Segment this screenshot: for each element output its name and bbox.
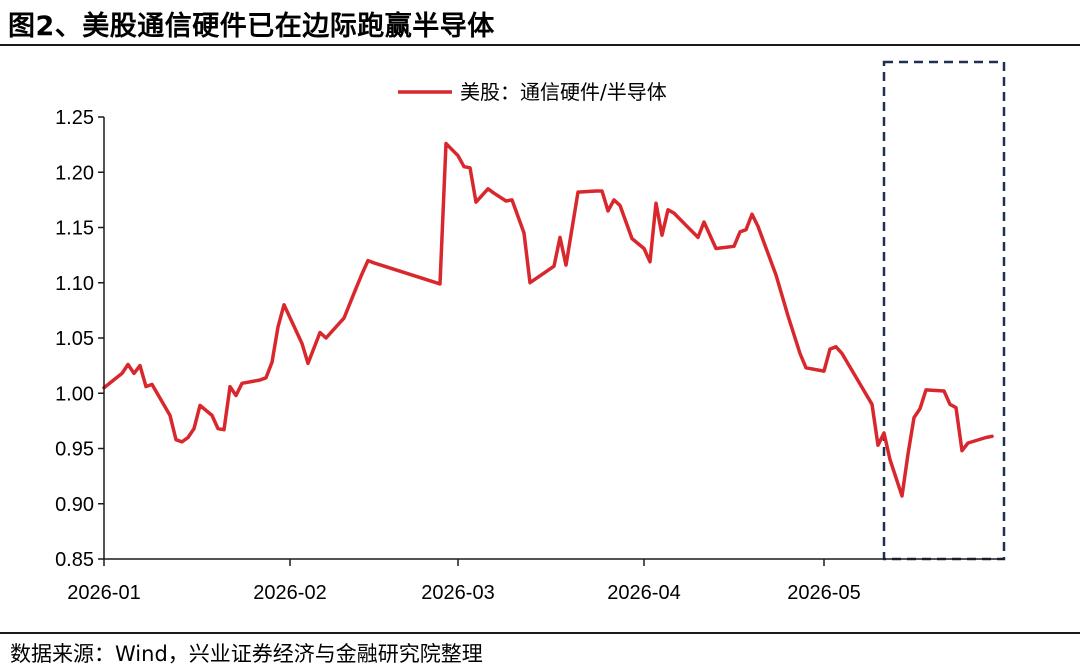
legend-label: 美股：通信硬件/半导体 — [460, 80, 667, 104]
x-tick-label: 2026-05 — [787, 582, 860, 604]
source-divider — [0, 632, 1080, 634]
x-tick-label: 2026-02 — [253, 582, 326, 604]
x-tick-label: 2026-04 — [607, 582, 680, 604]
y-tick-label: 1.25 — [55, 107, 94, 129]
y-tick-label: 1.15 — [55, 218, 94, 240]
source-note: 数据来源：Wind，兴业证券经济与金融研究院整理 — [10, 642, 483, 666]
x-tick-label: 2026-03 — [421, 582, 494, 604]
y-tick-label: 1.10 — [55, 273, 94, 295]
x-tick-label: 2026-01 — [67, 582, 140, 604]
y-tick-label: 1.05 — [55, 328, 94, 350]
y-tick-label: 1.00 — [55, 383, 94, 405]
y-axis: 1.25 1.20 1.15 1.10 1.05 1.00 0.95 0.90 0.85 — [55, 107, 105, 571]
y-tick-label: 0.90 — [55, 494, 94, 516]
y-tick-label: 0.95 — [55, 439, 94, 461]
legend: 美股：通信硬件/半导体 — [398, 80, 667, 104]
series-layer — [102, 141, 994, 498]
series-line — [102, 141, 994, 498]
y-tick-label: 1.20 — [55, 162, 94, 184]
title-divider — [0, 44, 1080, 46]
y-tick-label: 0.85 — [55, 549, 94, 571]
x-axis: 2026-01 2026-02 2026-03 2026-04 2026-05 — [67, 558, 1004, 604]
figure-title: 图2、美股通信硬件已在边际跑赢半导体 — [8, 11, 495, 42]
